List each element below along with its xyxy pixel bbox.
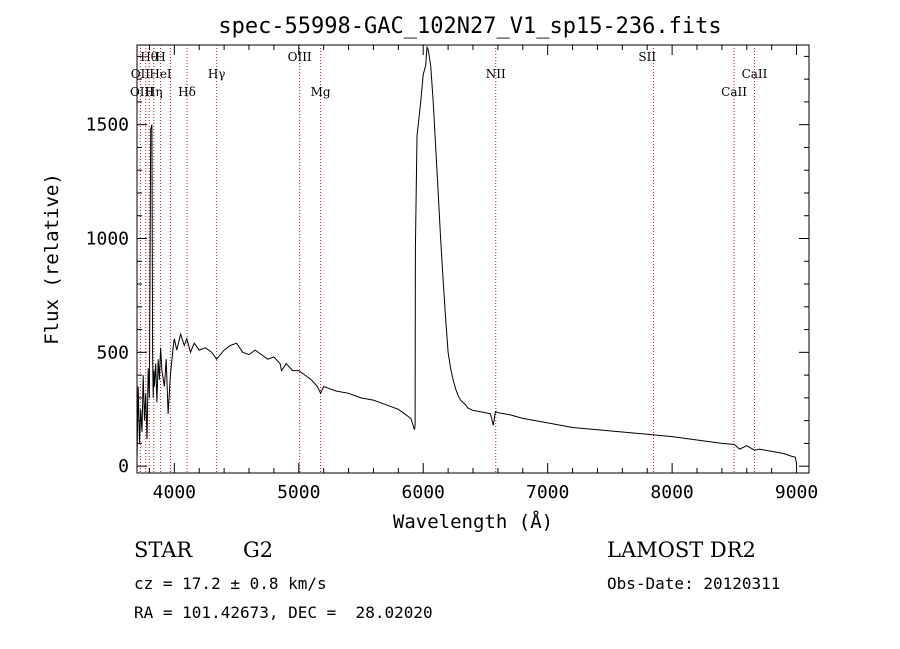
line-marker-label: H — [155, 50, 165, 64]
x-tick-label: 7000 — [526, 482, 569, 503]
x-tick-label: 5000 — [277, 482, 320, 503]
object-subclass-label: G2 — [243, 538, 274, 562]
redshift-text: cz = 17.2 ± 0.8 km/s — [134, 574, 327, 593]
coordinates-text: RA = 101.42673, DEC = 28.02020 — [134, 603, 433, 622]
axes: 4000 5000 6000 7000 8000 9000 0 500 1000 1500 — [86, 45, 818, 503]
line-marker-label: CaII — [721, 85, 747, 99]
line-marker-label: NII — [486, 67, 506, 81]
line-marker-label: HeI — [149, 67, 172, 81]
survey-label: LAMOST DR2 — [607, 538, 756, 562]
line-marker-label: CaII — [742, 67, 768, 81]
y-tick-label: 1500 — [86, 115, 129, 136]
line-marker-label: OIII — [130, 85, 154, 99]
plot-frame — [136, 44, 810, 474]
y-axis-label: Flux (relative) — [41, 173, 63, 345]
x-tick-label: 4000 — [153, 482, 196, 503]
line-marker-label: Hη — [145, 85, 163, 99]
line-marker-label: Hθ — [140, 50, 158, 64]
line-marker-label: SII — [638, 50, 656, 64]
line-marker-label: Hγ — [208, 67, 226, 81]
y-tick-label: 1000 — [86, 229, 129, 250]
line-marker-label: OIII — [288, 50, 312, 64]
x-axis-label: Wavelength (Å) — [393, 510, 553, 533]
line-marker-label: OII — [131, 67, 151, 81]
spectrum-line — [136, 45, 798, 464]
line-marker-label: Mg — [311, 85, 331, 99]
y-tick-label: 500 — [96, 342, 129, 363]
x-tick-label: 8000 — [650, 482, 693, 503]
y-tick-label: 0 — [118, 456, 129, 477]
x-tick-label: 9000 — [775, 482, 818, 503]
x-tick-label: 6000 — [402, 482, 445, 503]
chart-title: spec-55998-GAC_102N27_V1_sp15-236.fits — [218, 14, 721, 39]
object-class-label: STAR — [134, 538, 193, 562]
obs-date-text: Obs-Date: 20120311 — [607, 574, 781, 593]
line-marker-label: Hδ — [178, 85, 196, 99]
